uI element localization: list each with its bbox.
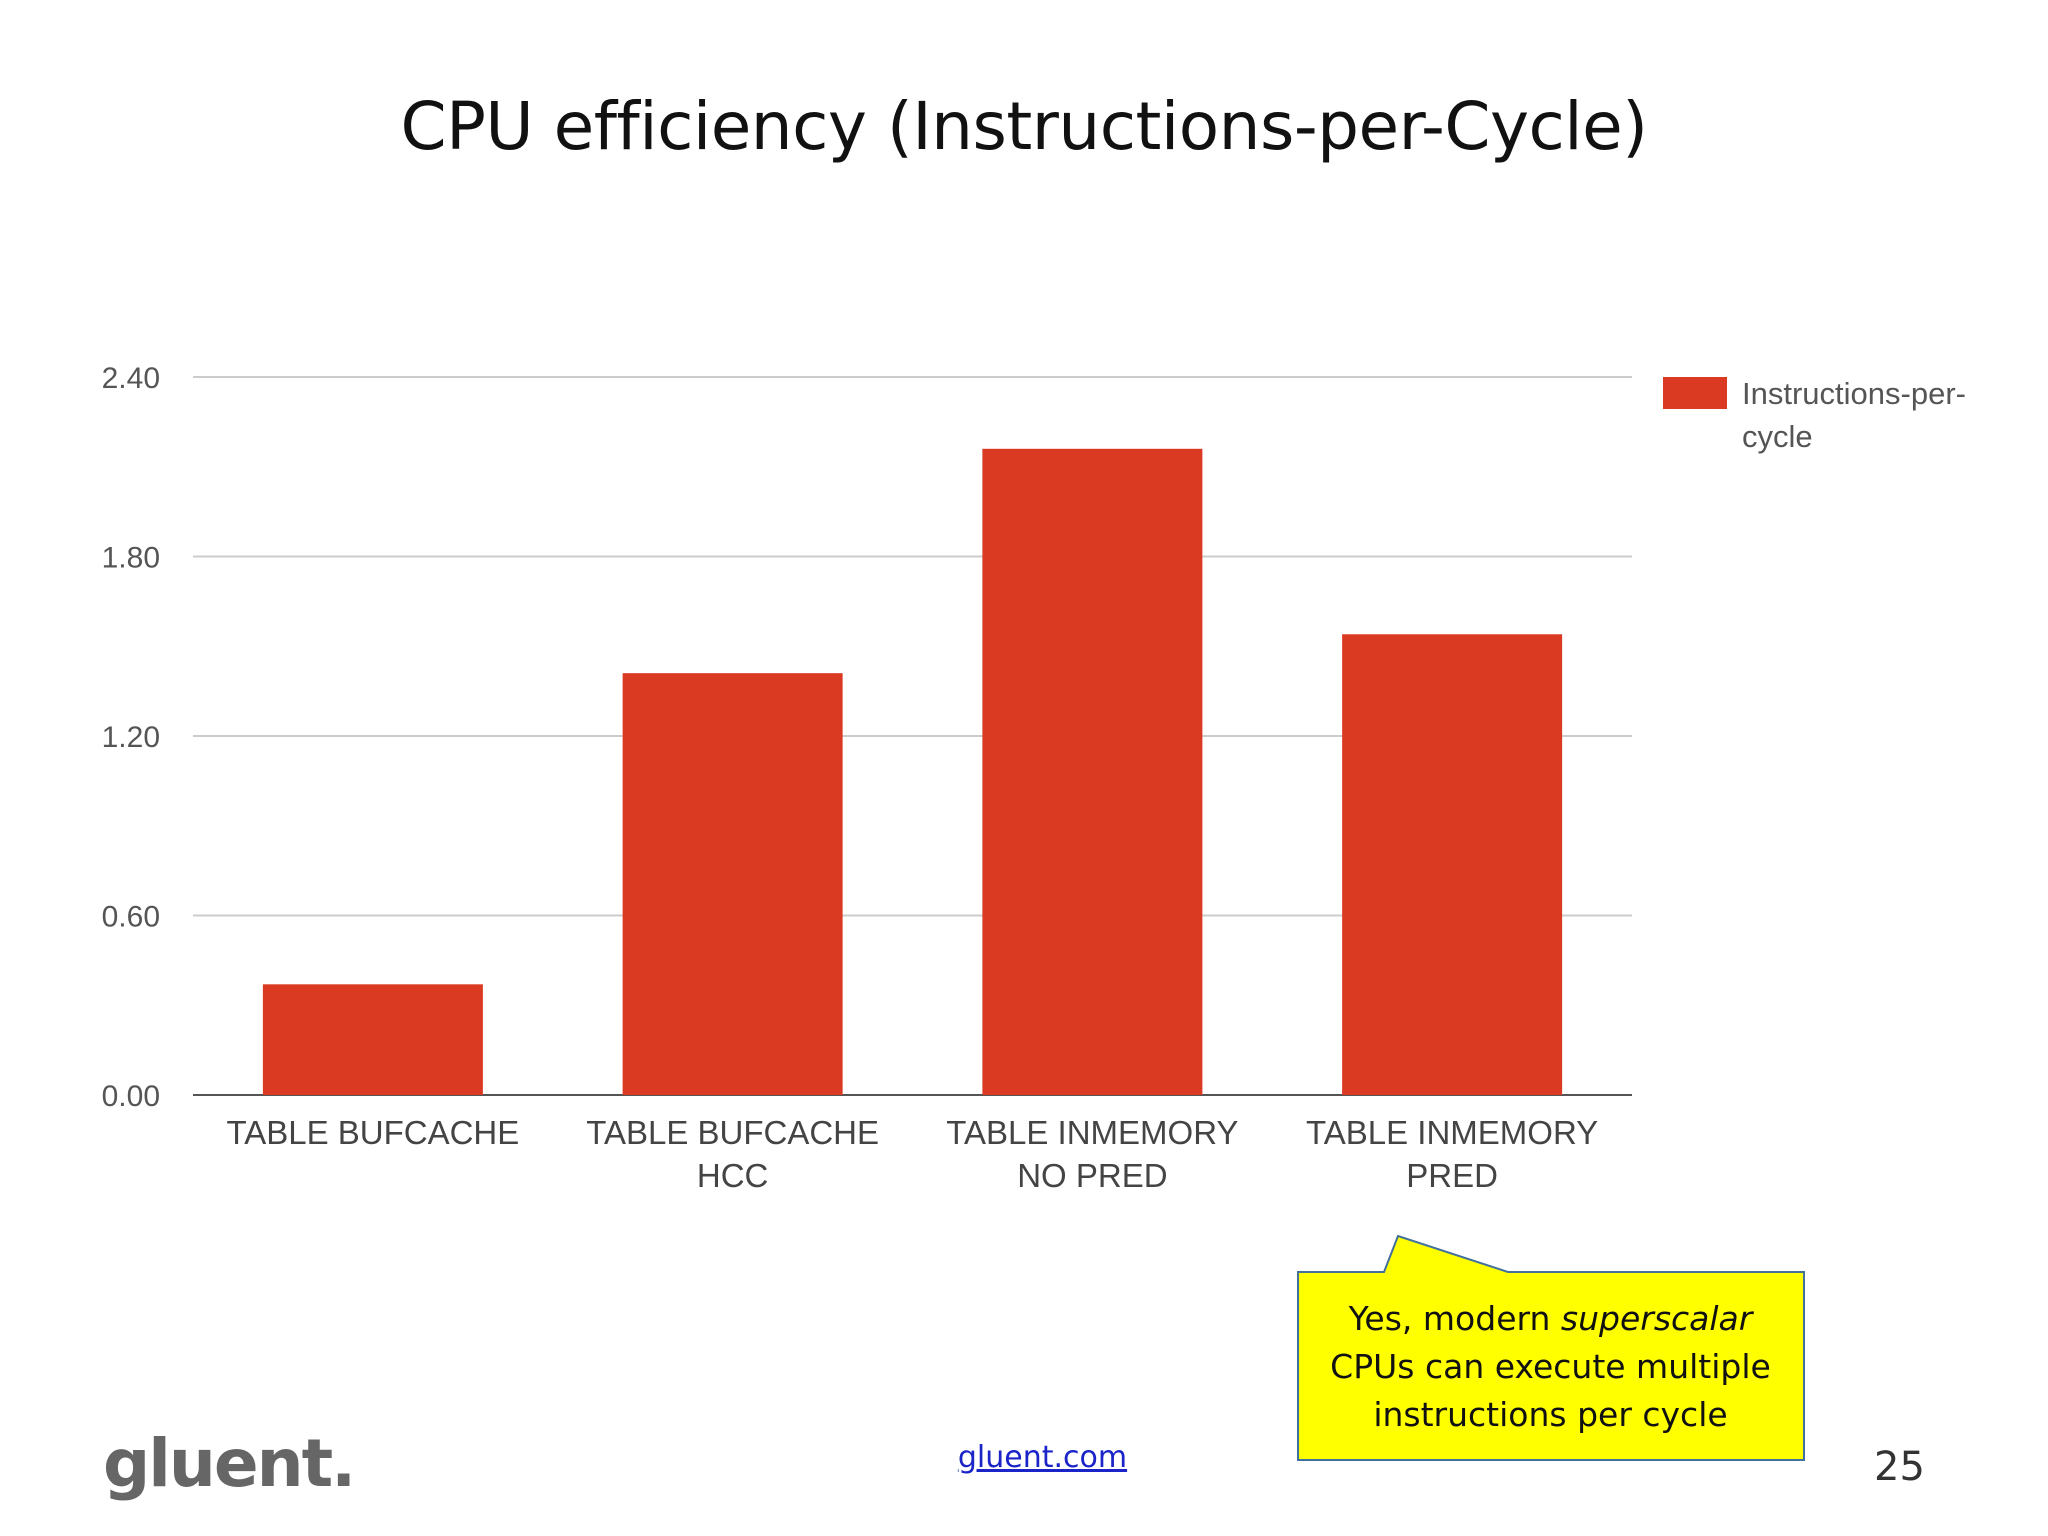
y-tick-label: 0.00 [102,1080,160,1113]
callout-line1-prefix: Yes, modern [1348,1299,1561,1338]
callout-line2: CPUs can execute multiple [1330,1347,1771,1386]
callout-text: Yes, modern superscalar CPUs can execute… [1298,1295,1803,1439]
y-tick-label: 2.40 [102,362,160,395]
x-category-label: TABLE INMEMORY [1306,1114,1598,1151]
y-axis-ticks: 0.00 0.60 1.20 1.80 2.40 [102,362,160,1113]
x-category-label: TABLE BUFCACHE [226,1114,519,1151]
legend-label: Instructions-per- [1742,376,1966,411]
x-axis-labels: TABLE BUFCACHE TABLE BUFCACHE HCC TABLE INM… [226,1114,1598,1194]
legend-swatch [1663,377,1727,409]
gluent-logo: gluent. [103,1425,356,1502]
bar [1342,634,1563,1095]
callout-shape [1297,1234,1805,1461]
x-category-label: TABLE INMEMORY [946,1114,1238,1151]
footer-link[interactable]: gluent.com [957,1440,1128,1475]
legend-label: cycle [1742,419,1813,454]
x-category-label: NO PRED [1017,1157,1167,1194]
x-category-label: HCC [697,1157,769,1194]
y-tick-label: 1.80 [102,542,160,575]
x-category-label: TABLE BUFCACHE [586,1114,879,1151]
y-tick-label: 1.20 [102,721,160,754]
callout-box [1297,1234,1805,1461]
bars [262,448,1563,1095]
y-tick-label: 0.60 [102,901,160,934]
callout-emphasis: superscalar [1560,1299,1753,1338]
slide-title: CPU efficiency (Instructions-per-Cycle) [400,88,1648,165]
callout-line3: instructions per cycle [1373,1395,1728,1434]
bar [262,984,483,1095]
x-category-label: PRED [1406,1157,1498,1194]
legend: Instructions-per-cycle [1663,376,1966,454]
bar [622,673,843,1095]
page-number: 25 [1874,1444,1925,1490]
bar [982,448,1203,1095]
bar-chart: 0.000.601.201.802.40 TABLE BUFCACHE TABLE… [102,362,1966,1194]
